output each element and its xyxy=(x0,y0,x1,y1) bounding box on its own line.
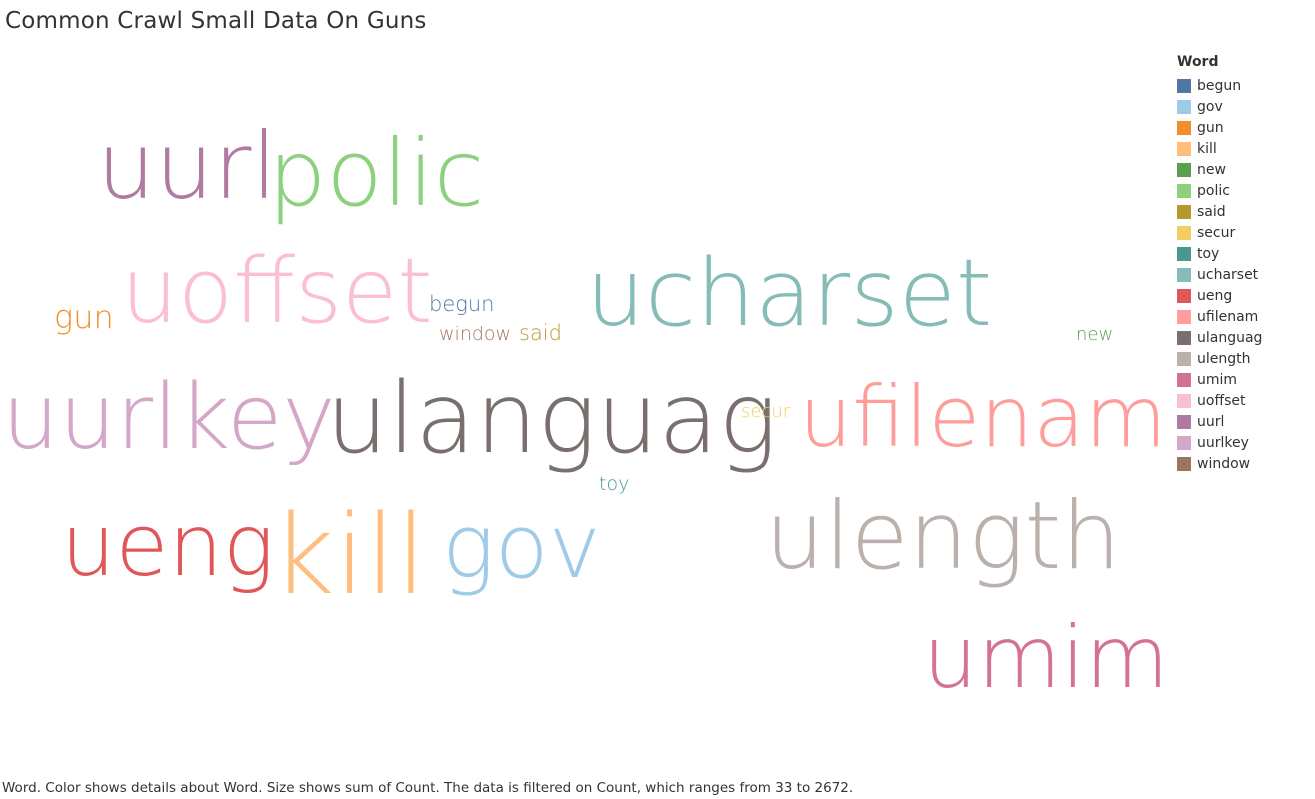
legend-label: begun xyxy=(1197,77,1242,94)
legend-label: toy xyxy=(1197,245,1220,262)
cloud-word-secur[interactable]: secur xyxy=(741,401,791,422)
legend-title: Word xyxy=(1177,54,1219,70)
legend-item-ulength[interactable]: ulength xyxy=(1177,348,1307,369)
cloud-word-uurlkey[interactable]: uurlkey xyxy=(2,365,336,470)
legend-item-window[interactable]: window xyxy=(1177,453,1307,474)
legend-label: gun xyxy=(1197,119,1224,136)
legend-item-polic[interactable]: polic xyxy=(1177,180,1307,201)
legend-swatch xyxy=(1177,267,1191,282)
legend-item-kill[interactable]: kill xyxy=(1177,138,1307,159)
cloud-word-ucharset[interactable]: ucharset xyxy=(586,239,993,347)
legend-label: window xyxy=(1197,455,1251,472)
legend-label: polic xyxy=(1197,182,1230,199)
legend-label: uurl xyxy=(1197,413,1225,430)
cloud-word-new[interactable]: new xyxy=(1076,324,1114,345)
cloud-word-ufilenam[interactable]: ufilenam xyxy=(799,368,1167,466)
legend-swatch xyxy=(1177,456,1191,471)
chart-title: Common Crawl Small Data On Guns xyxy=(5,8,427,34)
legend-swatch xyxy=(1177,204,1191,219)
legend-item-ufilenam[interactable]: ufilenam xyxy=(1177,306,1307,327)
cloud-word-uoffset[interactable]: uoffset xyxy=(121,239,433,344)
cloud-word-begun[interactable]: begun xyxy=(429,292,495,316)
legend-swatch xyxy=(1177,435,1191,450)
legend-item-ueng[interactable]: ueng xyxy=(1177,285,1307,306)
legend-swatch xyxy=(1177,288,1191,303)
legend-item-toy[interactable]: toy xyxy=(1177,243,1307,264)
legend-item-ucharset[interactable]: ucharset xyxy=(1177,264,1307,285)
legend-item-umim[interactable]: umim xyxy=(1177,369,1307,390)
legend-label: ulanguag xyxy=(1197,329,1263,346)
cloud-word-said[interactable]: said xyxy=(519,321,562,345)
legend-label: ueng xyxy=(1197,287,1233,304)
legend-item-said[interactable]: said xyxy=(1177,201,1307,222)
legend-label: ufilenam xyxy=(1197,308,1259,325)
chart-caption: Word. Color shows details about Word. Si… xyxy=(2,780,854,796)
cloud-word-window[interactable]: window xyxy=(439,323,512,345)
cloud-word-gun[interactable]: gun xyxy=(54,298,114,336)
cloud-word-ueng[interactable]: ueng xyxy=(61,496,275,596)
legend-label: ucharset xyxy=(1197,266,1259,283)
legend-label: gov xyxy=(1197,98,1223,115)
legend-item-begun[interactable]: begun xyxy=(1177,75,1307,96)
legend-swatch xyxy=(1177,330,1191,345)
legend-swatch xyxy=(1177,309,1191,324)
legend-swatch xyxy=(1177,162,1191,177)
cloud-word-umim[interactable]: umim xyxy=(923,608,1169,708)
legend-swatch xyxy=(1177,78,1191,93)
legend-swatch xyxy=(1177,393,1191,408)
color-legend: Word begun gov gun kill new polic said secur toy… xyxy=(1177,54,1307,474)
legend-swatch xyxy=(1177,120,1191,135)
legend-label: uurlkey xyxy=(1197,434,1249,451)
legend-item-uurl[interactable]: uurl xyxy=(1177,411,1307,432)
cloud-word-toy[interactable]: toy xyxy=(599,473,630,495)
legend-label: uoffset xyxy=(1197,392,1246,409)
legend-item-uoffset[interactable]: uoffset xyxy=(1177,390,1307,411)
legend-item-gun[interactable]: gun xyxy=(1177,117,1307,138)
legend-item-secur[interactable]: secur xyxy=(1177,222,1307,243)
legend-swatch xyxy=(1177,351,1191,366)
word-cloud: uurl polic uoffset begun ucharset gun window sa… xyxy=(2,113,1169,708)
legend-item-uurlkey[interactable]: uurlkey xyxy=(1177,432,1307,453)
cloud-word-uurl[interactable]: uurl xyxy=(97,113,278,220)
legend-label: new xyxy=(1197,161,1226,178)
legend-label: ulength xyxy=(1197,350,1251,367)
cloud-word-ulength[interactable]: ulength xyxy=(765,482,1121,591)
legend-swatch xyxy=(1177,99,1191,114)
legend-swatch xyxy=(1177,246,1191,261)
cloud-word-kill[interactable]: kill xyxy=(271,491,427,619)
legend-item-ulanguag[interactable]: ulanguag xyxy=(1177,327,1307,348)
legend-items: begun gov gun kill new polic said secur toy uchar… xyxy=(1177,75,1307,474)
legend-item-gov[interactable]: gov xyxy=(1177,96,1307,117)
legend-item-new[interactable]: new xyxy=(1177,159,1307,180)
legend-label: kill xyxy=(1197,140,1217,157)
legend-label: said xyxy=(1197,203,1226,220)
cloud-word-ulanguag[interactable]: ulanguag xyxy=(326,362,778,476)
legend-swatch xyxy=(1177,225,1191,240)
legend-swatch xyxy=(1177,183,1191,198)
cloud-word-polic[interactable]: polic xyxy=(268,120,485,227)
cloud-word-gov[interactable]: gov xyxy=(442,495,601,598)
legend-label: umim xyxy=(1197,371,1238,388)
legend-swatch xyxy=(1177,372,1191,387)
legend-swatch xyxy=(1177,414,1191,429)
legend-label: secur xyxy=(1197,224,1236,241)
legend-swatch xyxy=(1177,141,1191,156)
